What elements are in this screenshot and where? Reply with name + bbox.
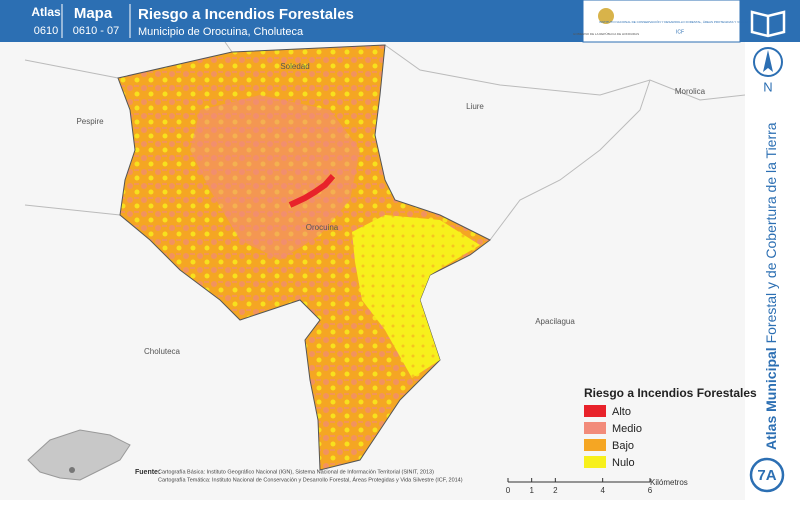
side-title-bold: Atlas Municipal: [763, 347, 779, 450]
badge-circle: [749, 457, 785, 493]
medio-zone: [190, 95, 360, 260]
legend-swatch: [584, 456, 606, 468]
legend: Alto Medio Bajo Nulo: [584, 405, 642, 469]
place-label: Choluteca: [144, 347, 181, 356]
map-subtitle: Municipio de Orocuina, Choluteca: [138, 26, 304, 38]
map-title: Riesgo a Incendios Forestales: [138, 6, 354, 23]
badge: 7A: [757, 467, 776, 484]
source-line: Cartografía Temática: Instituto Nacional…: [158, 476, 463, 483]
institute-text: INSTITUTO NACIONAL DE CONSERVACIÓN Y DES…: [599, 19, 761, 24]
scale-bar: 0 1 2 4 6: [506, 478, 653, 495]
north-label: N: [763, 79, 772, 94]
legend-label: Medio: [612, 423, 642, 435]
nulo-zone: [352, 215, 480, 378]
atlas-label: Atlas: [31, 5, 61, 19]
header-bar: [0, 0, 583, 42]
scale-unit: Kilómetros: [650, 478, 688, 487]
legend-label: Bajo: [612, 440, 634, 452]
scale-tick-label: 2: [553, 486, 558, 495]
north-arrow: [763, 50, 773, 72]
side-strip: [745, 42, 800, 500]
place-label: Morolica: [675, 87, 706, 96]
inset-country: [27, 429, 131, 481]
gov-text: GOBIERNO DE LA REPÚBLICA DE HONDURAS: [573, 31, 639, 36]
mapa-code: 0610 - 07: [73, 25, 119, 37]
gov-emblem: [598, 8, 614, 24]
legend-label: Alto: [612, 406, 631, 418]
scale-tick-label: 4: [600, 486, 605, 495]
side-title-rest: Forestal y de Cobertura de la Tierra: [763, 122, 779, 343]
atlas-code: 0610: [34, 25, 58, 37]
legend-swatch: [584, 439, 606, 451]
place-label: Apacilagua: [535, 317, 575, 326]
legend-swatch: [584, 405, 606, 417]
institute-short: ICF: [676, 29, 684, 35]
legend-label: Nulo: [612, 457, 635, 469]
scale-tick-label: 0: [506, 486, 511, 495]
mapa-label: Mapa: [74, 5, 113, 22]
source-line: Cartografía Básica: Instituto Geográfico…: [158, 469, 434, 475]
scale-tick-label: 6: [648, 486, 653, 495]
place-label: Orocuina: [306, 223, 339, 232]
alto-zone: [288, 174, 336, 208]
place-label: Liure: [466, 102, 484, 111]
place-label: Soledad: [280, 62, 309, 71]
scale-tick-label: 1: [529, 486, 534, 495]
legend-swatch: [584, 422, 606, 434]
source: Cartografía Básica: Instituto Geográfico…: [158, 469, 463, 483]
legend-title: Riesgo a Incendios Forestales: [584, 386, 757, 400]
neighbor-boundaries: [24, 41, 746, 241]
place-labels: Soledad Pespire Liure Morolica Orocuina Apaci…: [76, 62, 705, 356]
book-icon: [750, 10, 786, 38]
side-title: Atlas Municipal Forestal y de Cobertura …: [763, 122, 779, 450]
inset-marker: [69, 467, 75, 473]
source-label: Fuente:: [135, 469, 160, 476]
place-label: Pespire: [76, 117, 104, 126]
